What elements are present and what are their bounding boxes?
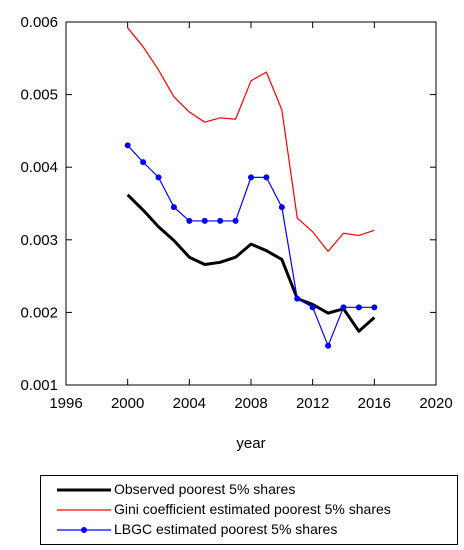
- series-lines: [126, 27, 376, 347]
- x-axis: 1996 2000 2004 2008 2012 2016 2020: [49, 22, 453, 412]
- legend-swatch-gini: [57, 509, 111, 511]
- legend: Observed poorest 5% shares Gini coeffici…: [40, 475, 458, 545]
- series-markers: [124, 142, 378, 349]
- y-tick-label: 0.004: [20, 159, 58, 176]
- legend-swatch-lbgc: [57, 527, 111, 533]
- data-point: [371, 304, 378, 311]
- x-tick-label: 1996: [49, 395, 82, 412]
- legend-swatch-observed: [57, 488, 111, 492]
- series-line-0: [126, 193, 376, 333]
- x-tick-label: 2008: [234, 395, 267, 412]
- data-point: [278, 204, 285, 211]
- data-point: [217, 217, 224, 224]
- data-point: [124, 142, 131, 149]
- legend-item-observed: Observed poorest 5% shares: [41, 480, 457, 500]
- data-point: [155, 174, 162, 181]
- legend-label-gini: Gini coefficient estimated poorest 5% sh…: [114, 501, 391, 517]
- y-tick-label: 0.003: [20, 232, 58, 249]
- data-point: [325, 342, 332, 349]
- x-tick-label: 2004: [173, 395, 206, 412]
- data-point: [186, 217, 193, 224]
- data-point: [355, 304, 362, 311]
- y-tick-label: 0.006: [20, 14, 58, 31]
- x-tick-label: 2020: [419, 395, 452, 412]
- data-point: [248, 174, 254, 181]
- data-point: [340, 304, 347, 311]
- data-point: [232, 217, 239, 224]
- x-tick-label: 2012: [296, 395, 329, 412]
- data-point: [201, 217, 208, 224]
- legend-item-gini: Gini coefficient estimated poorest 5% sh…: [41, 500, 457, 520]
- data-point: [263, 174, 270, 181]
- data-point: [309, 304, 316, 311]
- legend-label-lbgc: LBGC estimated poorest 5% shares: [114, 521, 338, 537]
- data-point: [170, 204, 177, 211]
- legend-item-lbgc: LBGC estimated poorest 5% shares: [41, 520, 457, 540]
- legend-label-observed: Observed poorest 5% shares: [114, 481, 296, 497]
- y-tick-label: 0.005: [20, 87, 58, 104]
- plot-area: [65, 21, 437, 386]
- y-axis: 0.001 0.002 0.003 0.004 0.005 0.006: [20, 14, 436, 394]
- line-chart: 0.001 0.002 0.003 0.004 0.005 0.006 1996 2000 2…: [20, 14, 453, 452]
- series-line-1: [127, 27, 375, 253]
- y-tick-label: 0.002: [20, 304, 58, 321]
- y-tick-label: 0.001: [20, 377, 58, 394]
- data-point: [140, 159, 147, 166]
- data-point: [294, 295, 301, 302]
- x-axis-title: year: [236, 435, 265, 452]
- x-tick-label: 2016: [358, 395, 391, 412]
- x-tick-label: 2000: [111, 395, 144, 412]
- plot-border: [65, 21, 437, 386]
